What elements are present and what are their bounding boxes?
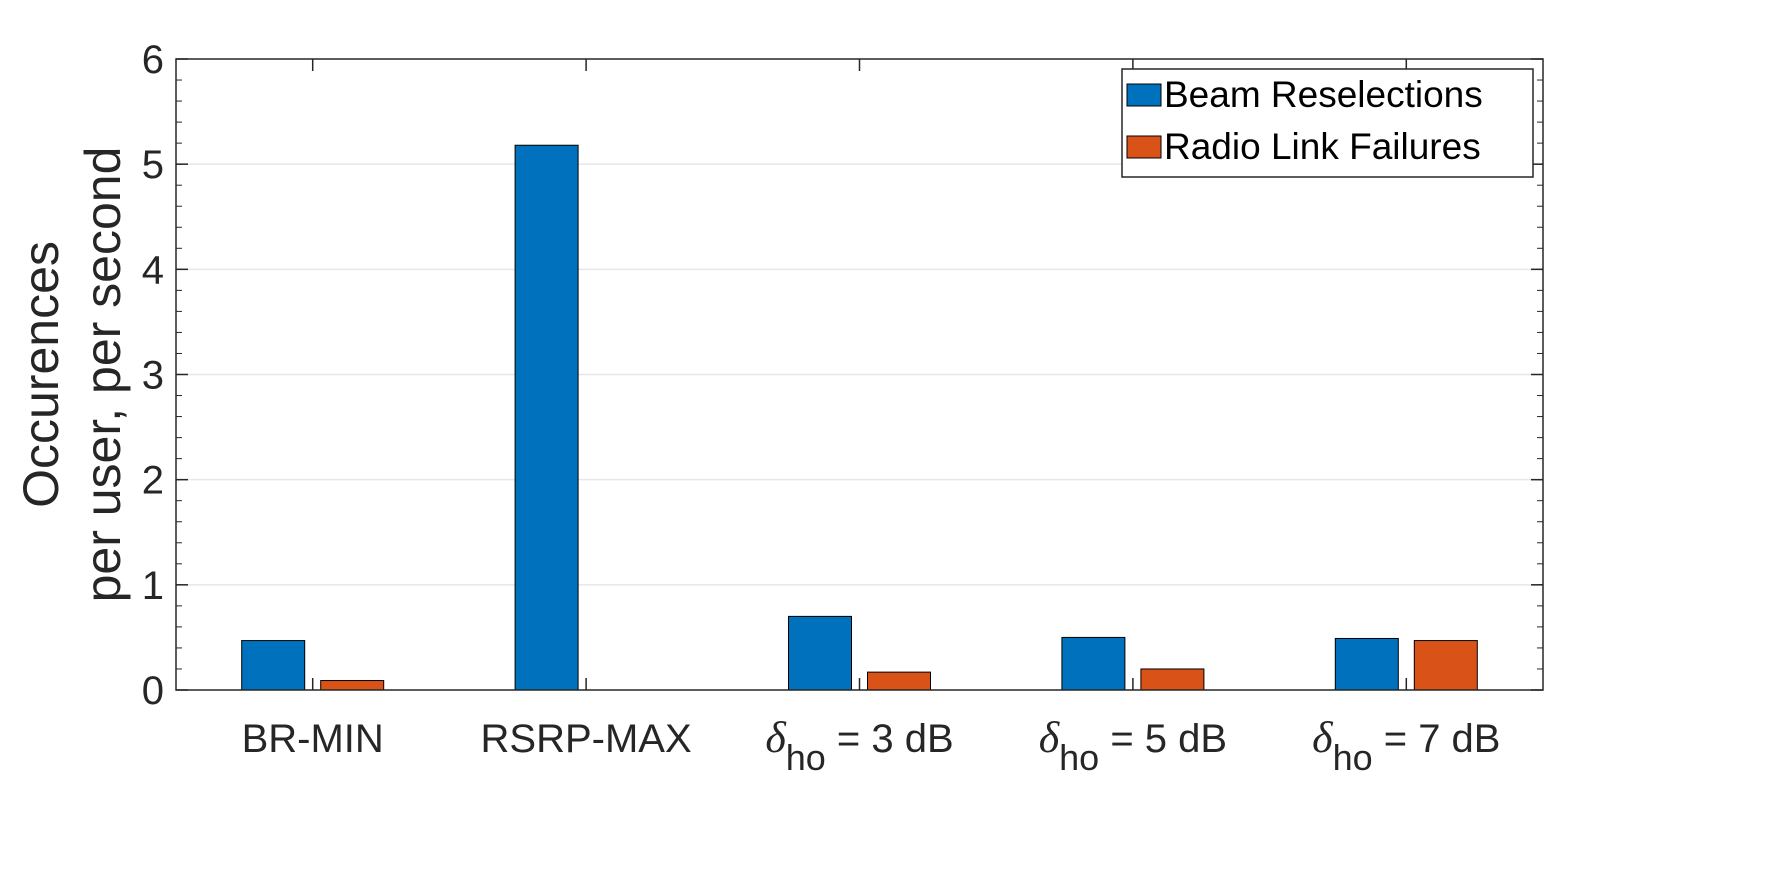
y-tick-label: 2 xyxy=(142,459,164,503)
bar-beam-reselections xyxy=(241,640,306,691)
y-axis-label-line: Occurences xyxy=(13,241,69,508)
x-tick-label: BR-MIN xyxy=(242,717,384,761)
x-tick-label: RSRP-MAX xyxy=(481,717,692,761)
legend-label: Beam Reselections xyxy=(1164,74,1483,115)
bar-beam-reselections xyxy=(788,615,852,691)
y-tick-label: 5 xyxy=(142,143,164,187)
x-tick-label: δho = 5 dB xyxy=(1039,713,1227,778)
x-tick-labels: BR-MIN RSRP-MAX δho = 3 dB δho = 5 dB δho = … xyxy=(242,713,1501,778)
y-axis-label-line: per user, per second xyxy=(75,147,131,603)
bar-beam-reselections xyxy=(514,144,579,691)
legend-swatch xyxy=(1126,83,1162,107)
y-tick-label: 1 xyxy=(142,564,164,608)
bar-radio-link-failures xyxy=(320,680,385,691)
bar-beam-reselections xyxy=(1334,637,1399,691)
bar-radio-link-failures xyxy=(867,671,931,691)
y-tick-label: 4 xyxy=(142,248,164,292)
legend: Beam Reselections Radio Link Failures xyxy=(1121,68,1534,178)
bar-radio-link-failures xyxy=(1413,640,1478,691)
y-tick-label: 6 xyxy=(142,38,164,82)
bars xyxy=(241,144,1478,691)
bar-beam-reselections xyxy=(1061,636,1126,691)
x-tick-label: δho = 7 dB xyxy=(1312,713,1500,778)
x-tick-label: δho = 3 dB xyxy=(765,713,953,778)
y-axis-label: Occurences per user, per second xyxy=(13,147,131,603)
y-tick-labels: 0 1 2 3 4 5 6 xyxy=(142,38,164,713)
legend-box xyxy=(1121,68,1534,178)
bar-radio-link-failures xyxy=(1140,668,1205,691)
legend-swatch xyxy=(1126,135,1162,159)
legend-label: Radio Link Failures xyxy=(1164,126,1481,167)
y-tick-label: 3 xyxy=(142,354,164,398)
axis-ticks xyxy=(176,58,1543,691)
y-tick-label: 0 xyxy=(142,669,164,713)
grid-lines xyxy=(176,163,1543,586)
